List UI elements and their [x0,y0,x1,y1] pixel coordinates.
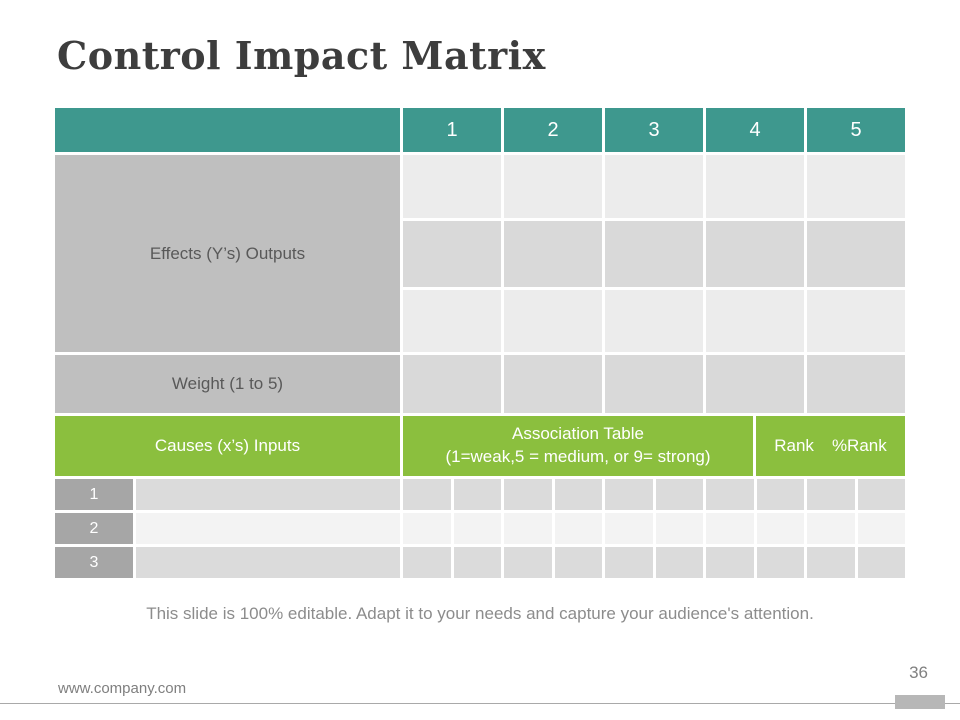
page-number: 36 [909,663,928,682]
matrix-cell [706,547,754,578]
causes-label-cell: Causes (x’s) Inputs [55,416,400,476]
percent-rank-header: %Rank [831,436,887,455]
weight-row: Weight (1 to 5) [55,355,905,413]
matrix-cell [453,479,501,510]
matrix-cell [807,221,905,287]
rank-header: Rank [774,436,814,455]
association-header-cell: Association Table (1=weak,5 = medium, or… [403,416,753,476]
matrix-cell [706,355,804,413]
matrix-cell [706,221,804,287]
row-number-cell: 3 [55,547,133,578]
matrix-cell [403,290,501,352]
matrix-cell [403,355,501,413]
matrix-cell [504,479,552,510]
matrix-cell [403,221,501,287]
corner-accent-block [895,695,945,709]
matrix-cell [706,513,754,544]
causes-header-row: Causes (x’s) Inputs Association Table (1… [55,416,905,476]
row-number-cell: 1 [55,479,133,510]
matrix-cell [453,547,501,578]
header-col-5: 5 [807,108,905,152]
weight-label-cell: Weight (1 to 5) [55,355,400,413]
matrix-cell [605,355,703,413]
matrix-cell [807,513,855,544]
matrix-cell [857,513,905,544]
matrix-cell [807,290,905,352]
matrix-cell [605,221,703,287]
matrix-cell [807,155,905,218]
header-col-2: 2 [504,108,602,152]
matrix-cell [857,547,905,578]
matrix-cell [504,547,552,578]
matrix-cell [706,479,754,510]
matrix-cell [403,479,451,510]
matrix-cell [504,355,602,413]
matrix-cell [857,479,905,510]
matrix-cell [756,479,804,510]
matrix-cell [504,155,602,218]
matrix-cell [504,221,602,287]
header-col-4: 4 [706,108,804,152]
matrix-cell [453,513,501,544]
effects-label-cell: Effects (Y’s) Outputs [55,155,400,352]
matrix-cell [655,547,703,578]
matrix-cell [504,290,602,352]
matrix-cell [605,513,653,544]
matrix-cell [807,479,855,510]
matrix-cell [403,513,451,544]
matrix-cell [706,290,804,352]
page-title: Control Impact Matrix [57,33,546,79]
header-col-1: 1 [403,108,501,152]
matrix-cell [403,155,501,218]
rank-header-cell: Rank %Rank [756,416,905,476]
matrix-cell [655,479,703,510]
header-corner-cell [55,108,400,152]
matrix-cell [504,513,552,544]
matrix-cell [605,479,653,510]
association-subtitle: (1=weak,5 = medium, or 9= strong) [445,447,711,466]
matrix-cell [756,513,804,544]
header-col-3: 3 [605,108,703,152]
matrix-cell [136,479,400,510]
footer-website: www.company.com [58,680,187,697]
matrix-header-row: 1 2 3 4 5 [55,108,905,152]
matrix-cell [807,355,905,413]
input-row-3: 3 [55,547,905,578]
matrix-cell [706,155,804,218]
matrix-cell [605,547,653,578]
matrix-cell [554,479,602,510]
footer-divider-line [0,703,960,704]
matrix-cell [136,513,400,544]
input-row-1: 1 [55,479,905,510]
control-impact-matrix-table: 1 2 3 4 5 Effects (Y’s) Outputs Weight (… [55,108,905,578]
matrix-cell [403,547,451,578]
matrix-cell [554,547,602,578]
effects-section: Effects (Y’s) Outputs [55,155,905,352]
matrix-cell [756,547,804,578]
input-row-2: 2 [55,513,905,544]
matrix-cell [554,513,602,544]
association-title: Association Table [512,424,644,444]
matrix-cell [605,155,703,218]
matrix-cell [136,547,400,578]
matrix-cell [605,290,703,352]
matrix-cell [655,513,703,544]
editable-note: This slide is 100% editable. Adapt it to… [146,604,814,623]
row-number-cell: 2 [55,513,133,544]
matrix-cell [807,547,855,578]
